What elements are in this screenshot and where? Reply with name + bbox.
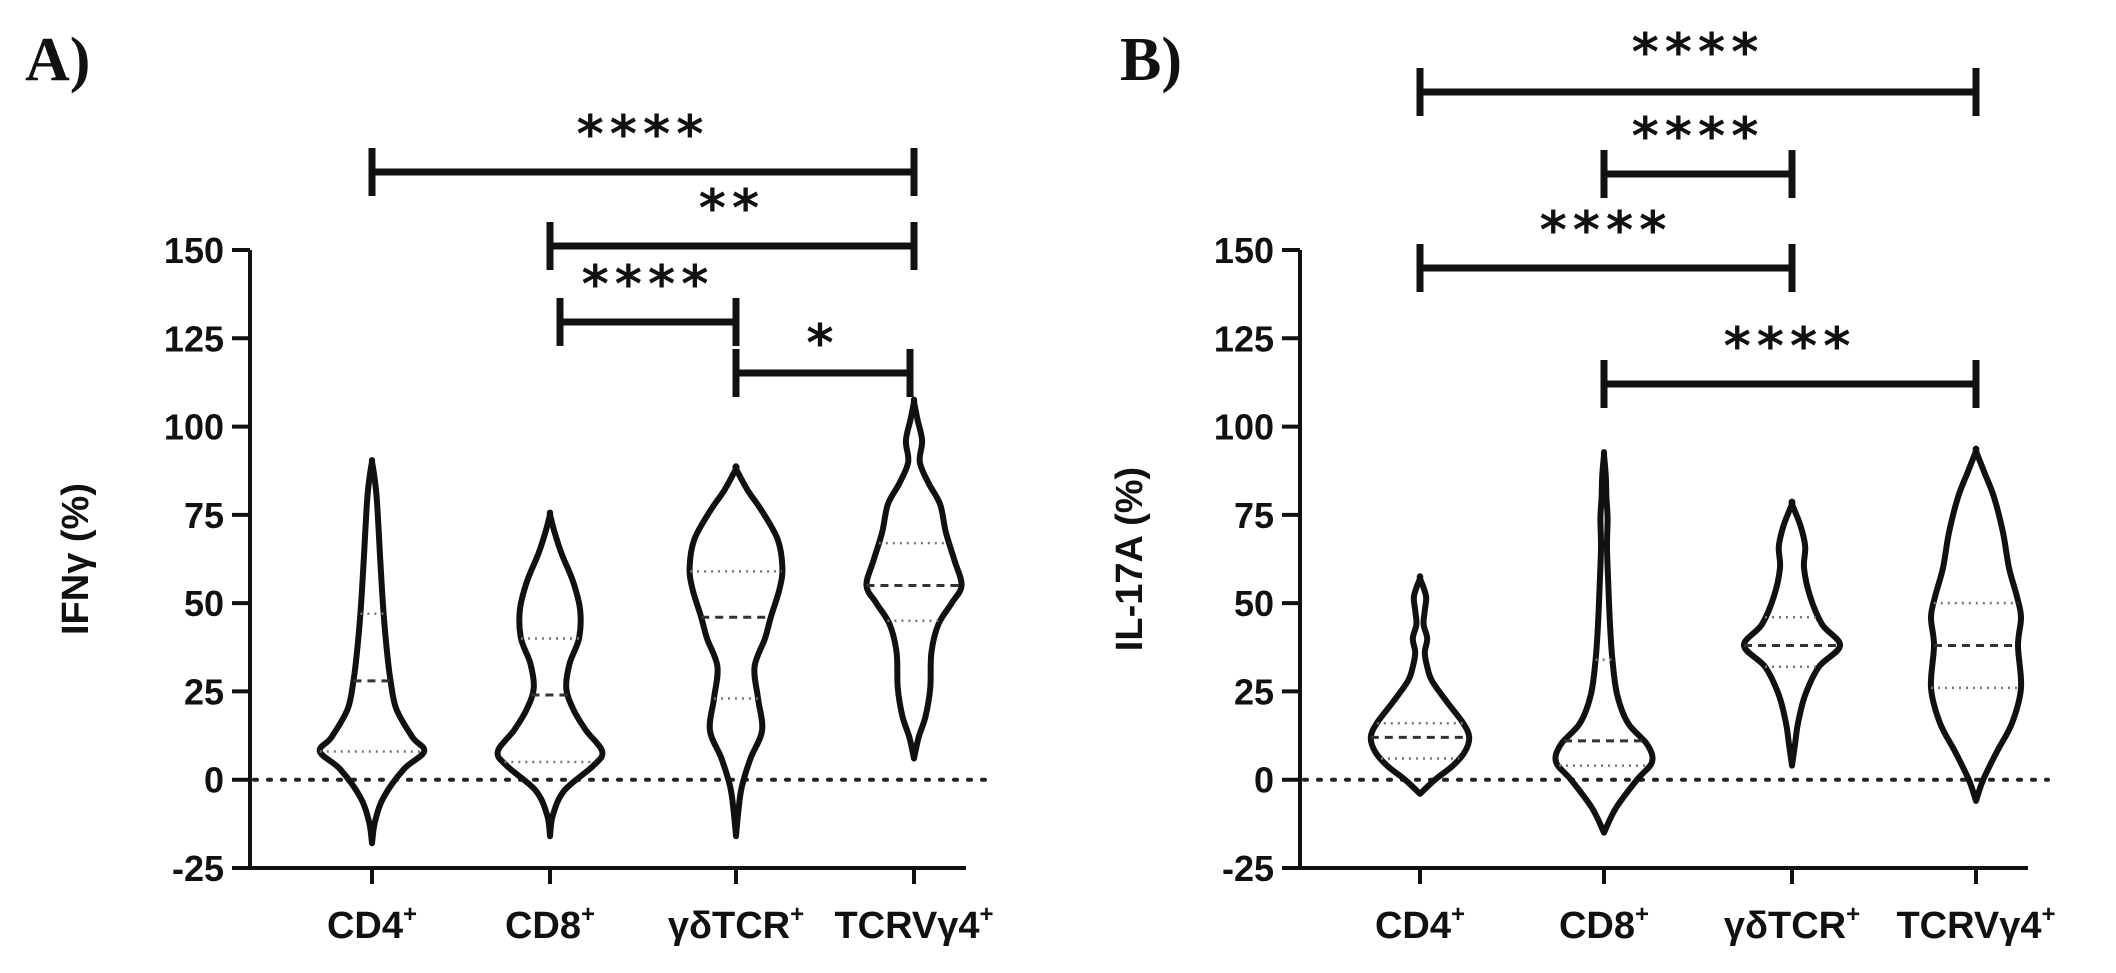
x-tick-label: CD4+ [327, 901, 417, 947]
panel-label: B) [1120, 26, 1182, 94]
y-tick-label: 25 [184, 671, 224, 712]
x-tick-label: TCRVγ4+ [834, 901, 993, 947]
violin-outline [316, 457, 428, 847]
violin [1367, 573, 1473, 797]
x-tick-label: γδTCR+ [668, 901, 804, 947]
y-tick-label: 75 [184, 495, 224, 536]
y-tick-label: 50 [1234, 583, 1274, 624]
y-tick-label: 125 [164, 318, 224, 359]
y-tick-label: 50 [184, 583, 224, 624]
y-axis-label: IL-17A (%) [1109, 467, 1151, 651]
violin-outline [494, 509, 606, 840]
violin [863, 396, 965, 762]
y-tick-label: 0 [204, 760, 224, 801]
y-tick-label: 100 [164, 407, 224, 448]
violin-outline [1741, 498, 1843, 769]
significance-bracket: **** [1600, 317, 1980, 408]
y-tick-label: 150 [1214, 230, 1274, 271]
y-axis-label: IFNγ (%) [55, 483, 97, 635]
significance-label: **** [1632, 107, 1765, 167]
panel-b: B) 150 125 100 75 50 25 0 -25 IL-17A (%) CD4+ CD8+ γ… [1109, 23, 2056, 947]
x-tick-label: CD8+ [1559, 901, 1649, 947]
violin-outline [1367, 573, 1473, 797]
violin [1552, 449, 1656, 836]
significance-bracket: **** [1416, 201, 1796, 292]
significance-label: ** [699, 179, 765, 239]
significance-bracket: * [732, 314, 914, 397]
significance-bracket: ** [546, 179, 918, 270]
significance-label: **** [1724, 317, 1857, 377]
y-tick-label: 100 [1214, 407, 1274, 448]
significance-bracket: **** [1600, 107, 1796, 198]
violin [316, 457, 428, 847]
significance-bracket: **** [1416, 23, 1980, 116]
violin-outline [1552, 449, 1656, 836]
significance-bracket: **** [556, 255, 740, 346]
violin [1927, 445, 2025, 804]
violin [494, 509, 606, 840]
panel-a: A) 150 125 100 75 50 25 0 -25 IFNγ (%) CD4+ CD8+ γδT… [25, 26, 994, 947]
panel-label: A) [25, 26, 90, 94]
violin [1741, 498, 1843, 769]
x-tick-label: CD4+ [1375, 901, 1465, 947]
significance-label: **** [582, 255, 715, 315]
x-tick-label: γδTCR+ [1724, 901, 1860, 947]
significance-bracket: **** [368, 105, 918, 196]
x-tick-label: CD8+ [505, 901, 595, 947]
y-tick-label: -25 [172, 848, 224, 889]
y-tick-label: 0 [1254, 760, 1274, 801]
violin-outline [863, 396, 965, 762]
violin-outline [686, 463, 786, 840]
y-tick-label: -25 [1222, 848, 1274, 889]
significance-label: **** [1540, 201, 1673, 261]
significance-label: **** [1632, 23, 1765, 83]
y-tick-label: 125 [1214, 318, 1274, 359]
y-tick-label: 75 [1234, 495, 1274, 536]
significance-label: **** [577, 105, 710, 165]
y-tick-label: 150 [164, 230, 224, 271]
x-tick-label: TCRVγ4+ [1896, 901, 2055, 947]
y-tick-label: 25 [1234, 671, 1274, 712]
violin-outline [1927, 445, 2025, 804]
violin [686, 463, 786, 840]
significance-label: * [806, 314, 839, 374]
